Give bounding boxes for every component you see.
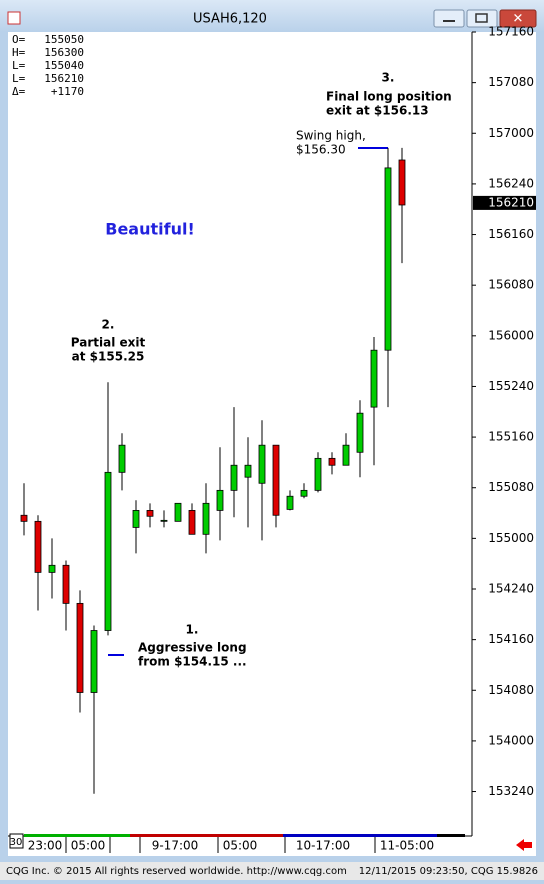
window-title: USAH6,120 bbox=[193, 12, 267, 27]
y-tick-label: 154160 bbox=[488, 632, 534, 646]
close-icon: ✕ bbox=[513, 12, 524, 27]
status-bar bbox=[0, 862, 544, 880]
maximize-icon bbox=[475, 13, 488, 23]
x-tick-label: 9-17:00 bbox=[152, 839, 199, 853]
candle-body bbox=[272, 444, 280, 516]
y-tick-label: 155160 bbox=[488, 430, 534, 444]
timestamp: 12/11/2015 09:23:50, CQG 15.9826 bbox=[359, 866, 538, 877]
annotation: Beautiful! bbox=[105, 220, 195, 239]
session-band bbox=[130, 834, 283, 837]
y-tick-label: 157080 bbox=[488, 75, 534, 89]
candle-body bbox=[20, 514, 28, 522]
candle-body bbox=[104, 471, 112, 631]
x-tick-label: 05:00 bbox=[223, 839, 258, 853]
annotation: 2. bbox=[102, 318, 115, 332]
info-label: Δ= bbox=[12, 85, 26, 98]
close-button[interactable] bbox=[499, 9, 537, 28]
info-value: 156300 bbox=[44, 46, 84, 59]
last-price-label: 156210 bbox=[488, 195, 534, 209]
candle-body bbox=[34, 520, 42, 573]
candle-body bbox=[370, 349, 378, 408]
candle-body bbox=[118, 444, 126, 473]
y-tick-label: 157160 bbox=[488, 25, 534, 39]
annotation: 1. bbox=[186, 623, 199, 637]
y-tick-label: 154240 bbox=[488, 581, 534, 595]
candle-body bbox=[202, 502, 210, 535]
info-label: L= bbox=[12, 59, 26, 72]
candle-body bbox=[314, 457, 322, 491]
session-band bbox=[24, 834, 130, 837]
copyright: CQG Inc. © 2015 All rights reserved worl… bbox=[6, 866, 347, 877]
y-tick-label: 156160 bbox=[488, 227, 534, 241]
annotation: 3. bbox=[382, 71, 395, 85]
candle-body bbox=[132, 510, 140, 528]
session-band bbox=[283, 834, 437, 837]
info-label: O= bbox=[12, 33, 26, 46]
y-tick-label: 155000 bbox=[488, 531, 534, 545]
candle-body bbox=[244, 464, 252, 478]
candle-body bbox=[62, 564, 70, 604]
info-label: L= bbox=[12, 72, 26, 85]
window-buttons: ✕ bbox=[433, 9, 537, 28]
y-tick-label: 156240 bbox=[488, 176, 534, 190]
candle-body bbox=[216, 489, 224, 511]
candle-body bbox=[300, 489, 308, 497]
y-tick-label: 156080 bbox=[488, 278, 534, 292]
y-tick-label: 155240 bbox=[488, 379, 534, 393]
candle-body bbox=[146, 510, 154, 517]
info-value: +1170 bbox=[51, 85, 84, 98]
candle-body bbox=[286, 495, 294, 510]
candle-body bbox=[160, 519, 168, 522]
maximize-button[interactable] bbox=[466, 9, 498, 28]
y-tick-label: 154000 bbox=[488, 733, 534, 747]
candle-body bbox=[258, 444, 266, 484]
annotation: exit at $156.13 bbox=[326, 104, 429, 118]
info-value: 155040 bbox=[44, 59, 84, 72]
info-label: H= bbox=[12, 46, 26, 59]
session-band bbox=[437, 834, 465, 837]
app-icon bbox=[7, 11, 21, 25]
y-tick-label: 155080 bbox=[488, 480, 534, 494]
last-price-box bbox=[473, 195, 536, 210]
annotation: Final long position bbox=[326, 90, 452, 104]
y-tick-label: 156000 bbox=[488, 328, 534, 342]
candle-body bbox=[174, 502, 182, 522]
annotation: from $154.15 ... bbox=[138, 655, 247, 669]
y-tick-label: 157000 bbox=[488, 126, 534, 140]
candle-body bbox=[90, 630, 98, 693]
candle-body bbox=[230, 464, 238, 491]
chart-area bbox=[8, 32, 536, 856]
scroll-arrow[interactable] bbox=[516, 839, 532, 851]
x-tick-label: 23:00 bbox=[28, 839, 63, 853]
info-value: 156210 bbox=[44, 72, 84, 85]
candle-body bbox=[328, 457, 336, 466]
candle-body bbox=[76, 602, 84, 693]
candle-body bbox=[356, 412, 364, 453]
candle-body bbox=[398, 159, 406, 206]
annotation: at $155.25 bbox=[72, 350, 145, 364]
candle-body bbox=[384, 167, 392, 351]
annotation: $156.30 bbox=[296, 143, 346, 157]
minimize-button[interactable] bbox=[433, 9, 465, 28]
annotation: Aggressive long bbox=[138, 641, 247, 655]
annotation: Swing high, bbox=[296, 129, 366, 143]
candle-body bbox=[342, 444, 350, 466]
candle-body bbox=[48, 564, 56, 573]
info-value: 155050 bbox=[44, 33, 84, 46]
period-box[interactable] bbox=[9, 833, 24, 849]
candle-body bbox=[188, 510, 196, 535]
x-tick-label: 10-17:00 bbox=[296, 839, 350, 853]
x-tick-label: 05:00 bbox=[71, 839, 106, 853]
x-tick-label: 11-05:00 bbox=[380, 839, 434, 853]
y-tick-label: 154080 bbox=[488, 683, 534, 697]
annotation: Partial exit bbox=[71, 336, 146, 350]
y-tick-label: 153240 bbox=[488, 784, 534, 798]
period-label: 30 bbox=[10, 837, 23, 848]
